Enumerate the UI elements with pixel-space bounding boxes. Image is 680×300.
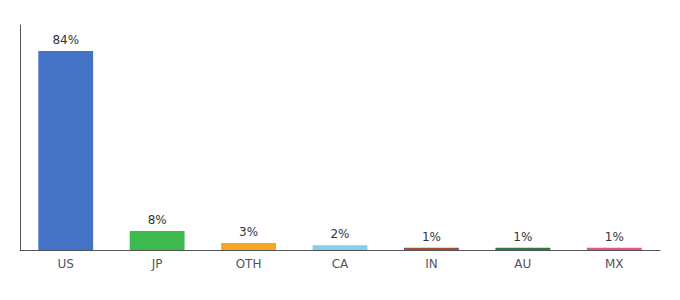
svg-text:1%: 1%: [513, 230, 532, 244]
svg-text:3%: 3%: [239, 225, 258, 239]
svg-text:8%: 8%: [148, 213, 167, 227]
svg-text:CA: CA: [332, 257, 349, 271]
svg-text:84%: 84%: [52, 33, 79, 47]
svg-text:IN: IN: [425, 257, 438, 271]
svg-text:1%: 1%: [605, 230, 624, 244]
svg-text:AU: AU: [514, 257, 531, 271]
svg-text:2%: 2%: [330, 227, 349, 241]
svg-text:OTH: OTH: [236, 257, 262, 271]
svg-text:MX: MX: [605, 257, 624, 271]
svg-text:US: US: [58, 257, 74, 271]
svg-text:1%: 1%: [422, 230, 441, 244]
svg-text:JP: JP: [151, 257, 163, 271]
